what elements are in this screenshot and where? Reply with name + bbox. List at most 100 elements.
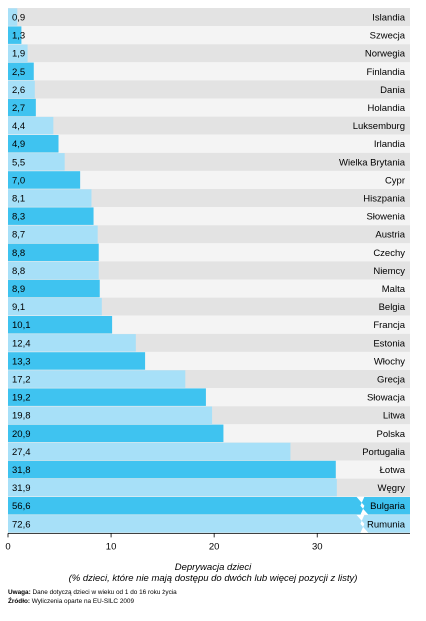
- bar-row: 8,8 Czechy: [8, 243, 410, 262]
- value-label: 2,6: [12, 85, 25, 96]
- axis-break-icon: [356, 514, 369, 533]
- note-uwaga: Uwaga: Dane dotyczą dzieci w wieku od 1 …: [8, 589, 177, 597]
- bar-row: 7,0 Cypr: [8, 170, 410, 189]
- row-background: [8, 170, 410, 189]
- row-background: [8, 116, 410, 135]
- x-tick-label: 20: [209, 541, 220, 552]
- bar: [8, 406, 213, 424]
- category-label: Litwa: [383, 411, 406, 422]
- row-background: [8, 225, 410, 244]
- bar: [8, 116, 54, 135]
- category-label: Cypr: [385, 175, 405, 186]
- category-label: Bulgaria: [370, 501, 406, 512]
- x-tick-label: 30: [312, 541, 323, 552]
- value-label: 8,3: [12, 212, 25, 223]
- category-label: Łotwa: [380, 465, 406, 476]
- note-uwaga-label: Uwaga:: [8, 589, 31, 596]
- row-background: [8, 261, 410, 280]
- bar-row: 4,9 Irlandia: [8, 134, 410, 153]
- bar: [8, 207, 94, 225]
- value-label: 31,9: [12, 483, 31, 494]
- note-source: Źródło: Wyliczenia oparte na EU-SILC 200…: [8, 598, 134, 606]
- value-label: 4,4: [12, 121, 25, 132]
- row-background: [8, 134, 410, 153]
- bar-row: 20,9 Polska: [8, 424, 410, 443]
- category-label: Islandia: [372, 12, 405, 23]
- x-axis: 0 10 20 30: [5, 533, 410, 552]
- bar: [8, 478, 337, 497]
- bar: [8, 388, 206, 406]
- bar-row: 10,1 Francja: [8, 315, 410, 334]
- bar-row: 0,9 Islandia: [8, 8, 410, 27]
- bar-row: 1,9 Norwegia: [8, 44, 410, 63]
- bar: [8, 261, 99, 280]
- bar: [8, 279, 100, 298]
- note-source-label: Źródło:: [8, 598, 31, 605]
- category-label: Holandia: [368, 103, 406, 114]
- row-background: [8, 44, 410, 63]
- category-label: Finlandia: [366, 67, 405, 78]
- value-label: 12,4: [12, 338, 31, 349]
- x-axis-title: Deprywacja dzieci (% dzieci, które nie m…: [0, 562, 426, 584]
- x-tick-label: 0: [5, 541, 10, 552]
- category-label: Włochy: [374, 356, 405, 367]
- category-label: Węgry: [378, 483, 406, 494]
- row-background: [8, 189, 410, 208]
- bar: [8, 497, 410, 515]
- bar: [8, 26, 22, 44]
- bar: [8, 515, 410, 533]
- bar-row: 8,7 Austria: [8, 225, 410, 244]
- bar-row: 2,5 Finlandia: [8, 62, 410, 81]
- bar: [8, 442, 291, 461]
- row-background: [8, 26, 410, 45]
- axis-break-icon: [356, 496, 369, 515]
- value-label: 13,3: [12, 356, 31, 367]
- row-background: [8, 80, 410, 99]
- value-label: 2,7: [12, 103, 25, 114]
- value-label: 1,3: [12, 31, 25, 42]
- row-background: [8, 243, 410, 262]
- bar-row: 1,3 Szwecja: [8, 26, 410, 45]
- bar: [8, 460, 336, 479]
- bar: [8, 334, 136, 352]
- bar-row: 2,7 Holandia: [8, 98, 410, 117]
- bar: [8, 316, 113, 334]
- bar-row: 31,8 Łotwa: [8, 460, 410, 479]
- category-label: Słowacja: [367, 393, 406, 404]
- category-label: Wielka Brytania: [339, 157, 406, 168]
- value-label: 4,9: [12, 139, 25, 150]
- category-label: Rumunia: [367, 519, 406, 530]
- bar-row: 5,5 Wielka Brytania: [8, 152, 410, 171]
- category-label: Luksemburg: [353, 121, 405, 132]
- bar: [8, 44, 28, 62]
- x-tick-label: 10: [106, 541, 117, 552]
- category-label: Estonia: [373, 338, 405, 349]
- bar-row: 4,4 Luksemburg: [8, 116, 410, 135]
- bar-row: 9,1 Belgia: [8, 297, 410, 316]
- bar: [8, 370, 186, 388]
- bar-row: 8,8 Niemcy: [8, 261, 410, 280]
- bar: [8, 297, 102, 316]
- row-background: [8, 207, 410, 226]
- value-label: 1,9: [12, 49, 25, 60]
- bar-row: 19,8 Litwa: [8, 406, 410, 425]
- bar-row: 13,3 Włochy: [8, 351, 410, 370]
- x-axis-title-line1: Deprywacja dzieci: [174, 562, 252, 573]
- bar: [8, 225, 98, 243]
- category-label: Austria: [375, 230, 405, 241]
- bar: [8, 8, 18, 26]
- bar-row: 72,6 Rumunia: [8, 514, 410, 533]
- bar: [8, 153, 65, 171]
- bar-row: 56,6 Bulgaria: [8, 496, 410, 515]
- value-label: 0,9: [12, 12, 25, 23]
- bar-row: 8,9 Malta: [8, 279, 410, 298]
- category-label: Belgia: [379, 302, 406, 313]
- row-background: [8, 62, 410, 81]
- value-label: 56,6: [12, 501, 31, 512]
- value-label: 7,0: [12, 175, 25, 186]
- category-label: Hiszpania: [363, 193, 405, 204]
- value-label: 19,2: [12, 393, 31, 404]
- value-label: 17,2: [12, 374, 31, 385]
- category-label: Malta: [382, 284, 406, 295]
- row-background: [8, 152, 410, 171]
